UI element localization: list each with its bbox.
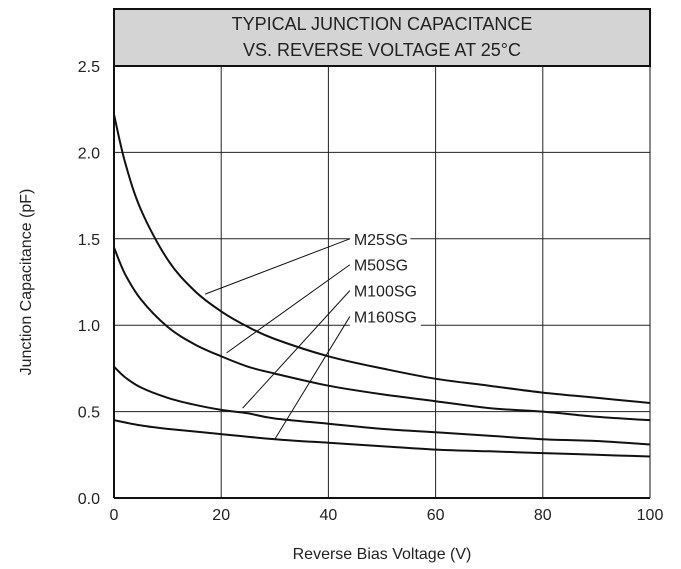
callout-line-M50SG [226, 264, 351, 354]
tick-labels: 0 20 40 60 80 100 0.0 0.5 1.0 1.5 2.0 2.5 [78, 59, 664, 524]
series-label-bg-M50SG [349, 254, 411, 275]
callout-layer: M25SG M50SG M100SG M160SG [204, 228, 421, 440]
title-background [113, 8, 651, 67]
callout-line-M100SG [242, 290, 351, 409]
y-tick-label: 2.0 [78, 145, 100, 162]
series-label-bg-M25SG [349, 228, 411, 249]
x-tick-label: 40 [320, 507, 338, 524]
x-tick-label: 20 [212, 507, 230, 524]
series-line-M160SG [113, 419, 651, 458]
x-axis-label: Reverse Bias Voltage (V) [293, 546, 472, 563]
x-tick-label: 80 [534, 507, 552, 524]
x-tick-label: 100 [637, 507, 664, 524]
y-axis-label: Junction Capacitance (pF) [18, 189, 35, 376]
callout-line-M25SG [204, 238, 351, 295]
y-tick-label: 1.0 [78, 318, 100, 335]
series-line-M25SG [113, 114, 651, 404]
series-label-bg-M160SG [349, 306, 421, 327]
chart-title-line-2: VS. REVERSE VOLTAGE AT 25°C [243, 40, 521, 60]
series-label-bg-M100SG [349, 280, 421, 301]
x-tick-label: 0 [110, 507, 119, 524]
series-label-M100SG: M100SG [354, 284, 417, 301]
axes [113, 66, 651, 499]
y-tick-label: 0.0 [78, 491, 100, 508]
series-line-M100SG [113, 365, 651, 446]
title-box: TYPICAL JUNCTION CAPACITANCE VS. REVERSE… [113, 8, 651, 67]
y-tick-label: 0.5 [78, 405, 100, 422]
series-label-M25SG: M25SG [354, 232, 408, 249]
series-label-M160SG: M160SG [354, 310, 417, 327]
x-tick-label: 60 [427, 507, 445, 524]
series-label-M50SG: M50SG [354, 258, 408, 275]
y-tick-label: 2.5 [78, 59, 100, 76]
callout-line-M160SG [274, 316, 351, 440]
chart-title-line-1: TYPICAL JUNCTION CAPACITANCE [232, 14, 533, 34]
y-tick-label: 1.5 [78, 232, 100, 249]
